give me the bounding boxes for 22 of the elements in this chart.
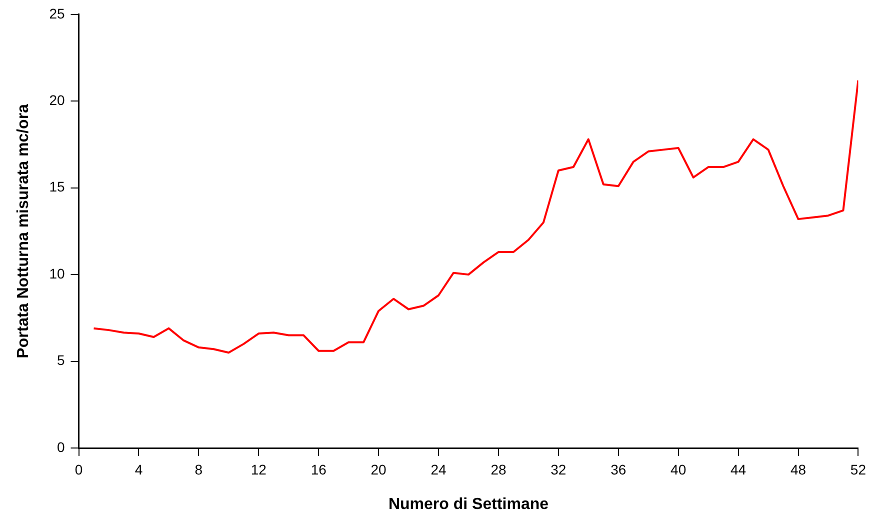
- x-tick-label: 52: [850, 461, 866, 478]
- y-tick-label: 15: [49, 178, 65, 195]
- x-tick-label: 12: [250, 461, 267, 478]
- y-axis-title: Portata Notturna misurata mc/ora: [15, 104, 32, 358]
- x-tick-label: 32: [550, 461, 566, 478]
- x-tick-label: 44: [730, 461, 746, 478]
- x-tick-label: 8: [194, 461, 203, 478]
- y-tick-label: 5: [56, 352, 65, 368]
- x-tick-label: 24: [430, 461, 447, 478]
- x-tick-label: 48: [790, 461, 806, 478]
- x-tick-label: 40: [670, 461, 686, 478]
- y-tick-label: 0: [56, 438, 65, 455]
- y-tick-label: 10: [49, 265, 65, 282]
- y-tick-label: 20: [49, 92, 65, 108]
- x-axis-title: Numero di Settimane: [388, 496, 549, 513]
- x-tick-label: 28: [490, 461, 506, 478]
- x-tick-label: 36: [610, 461, 626, 478]
- x-tick-label: 4: [134, 461, 143, 478]
- x-tick-label: 0: [74, 461, 83, 478]
- x-tick-label: 20: [370, 461, 387, 478]
- y-tick-label: 25: [49, 5, 65, 22]
- x-tick-label: 16: [310, 461, 327, 478]
